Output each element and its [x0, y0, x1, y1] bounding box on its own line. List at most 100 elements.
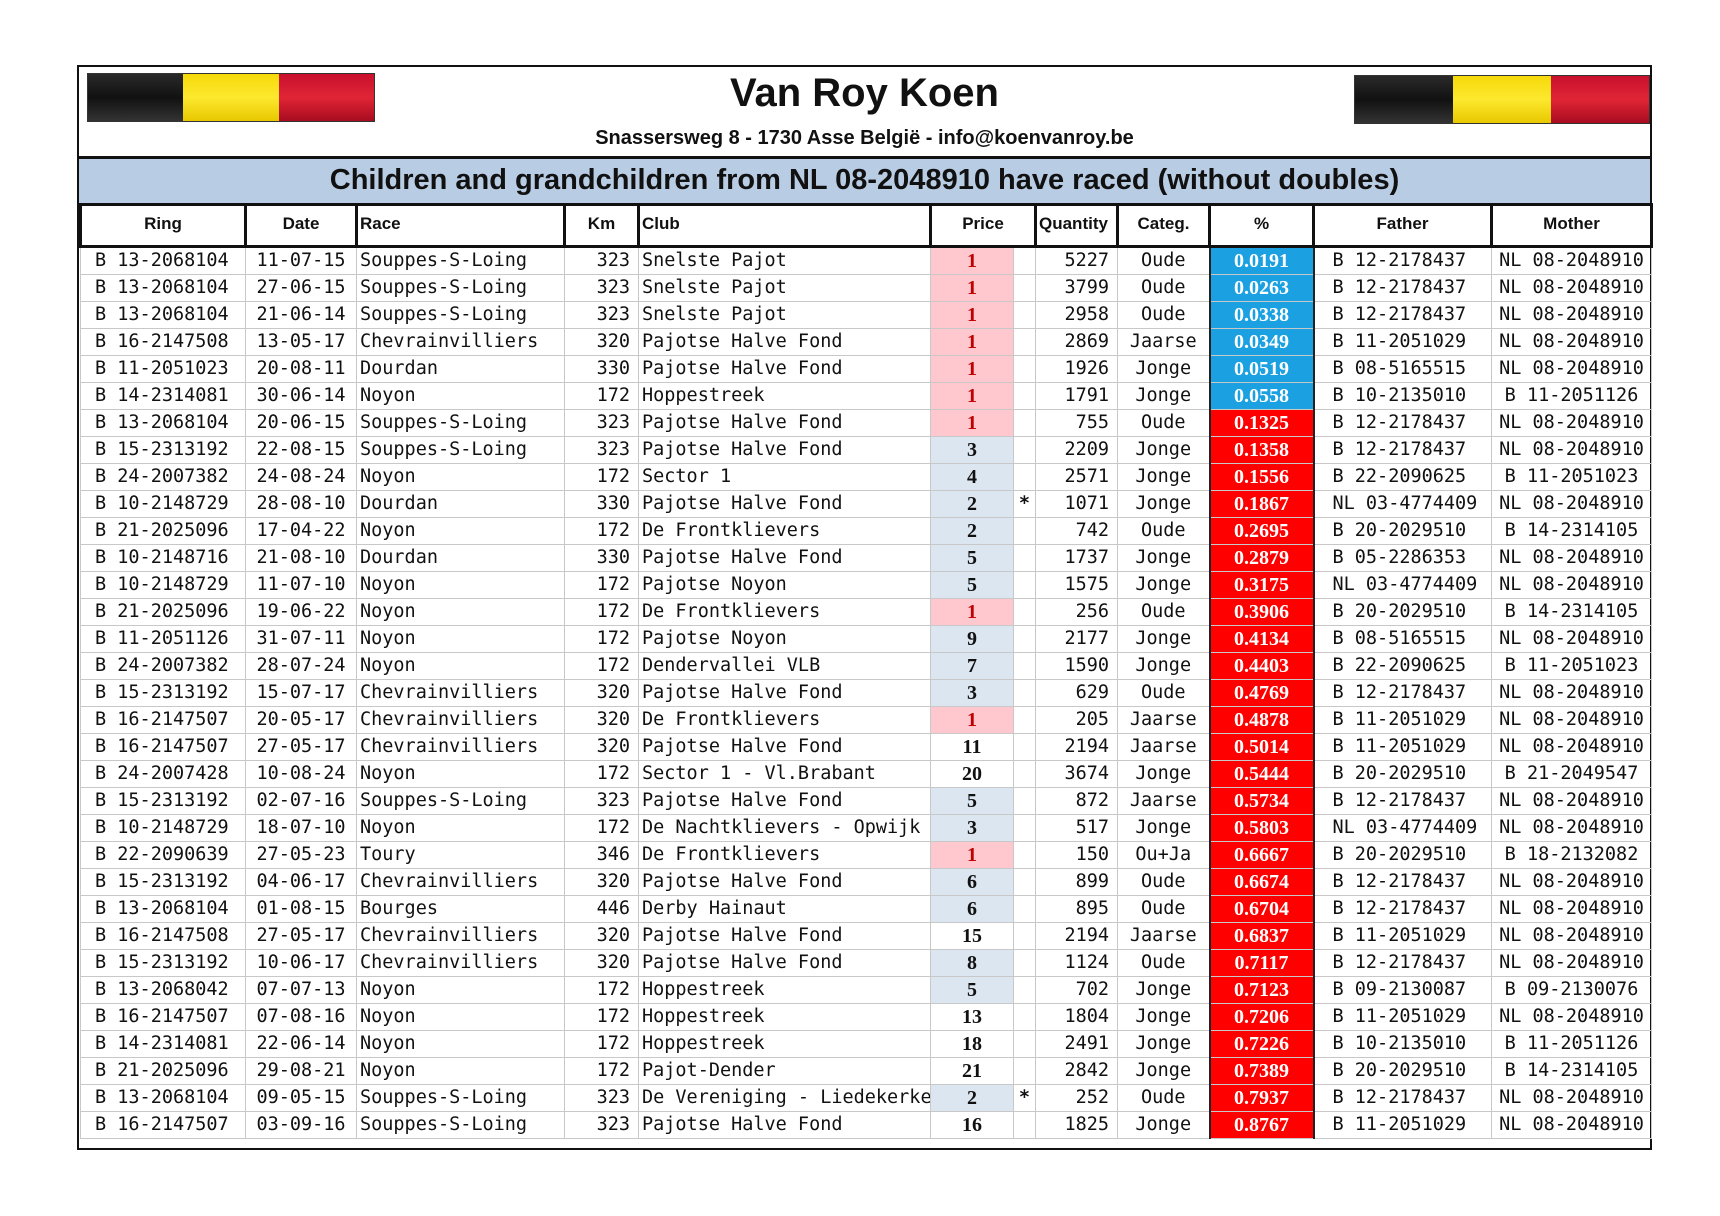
- cell-mother: B 11-2051023: [1491, 652, 1652, 680]
- cell-km: 172: [564, 1057, 639, 1085]
- col-categ[interactable]: Categ.: [1116, 203, 1211, 248]
- cell-father: B 12-2178437: [1313, 1084, 1492, 1112]
- col-km[interactable]: Km: [563, 203, 640, 248]
- cell-categ: Oude: [1117, 301, 1210, 329]
- col-date[interactable]: Date: [244, 203, 358, 248]
- cell-mother: NL 08-2048910: [1491, 328, 1652, 356]
- cell-date: 28-08-10: [245, 490, 357, 518]
- cell-date: 15-07-17: [245, 679, 357, 707]
- cell-quantity: 1071: [1035, 490, 1118, 518]
- cell-percent: 0.3906: [1208, 598, 1315, 626]
- col-club[interactable]: Club: [637, 203, 932, 248]
- cell-categ: Jonge: [1117, 571, 1210, 599]
- cell-ring: B 10-2148729: [80, 490, 246, 518]
- cell-race: Dourdan: [356, 355, 565, 383]
- cell-percent: 0.7117: [1208, 949, 1315, 977]
- col-race[interactable]: Race: [355, 203, 566, 248]
- cell-km: 172: [564, 976, 639, 1004]
- cell-star: [1013, 246, 1036, 275]
- cell-km: 172: [564, 760, 639, 788]
- cell-price: 5: [930, 976, 1014, 1004]
- cell-club: Pajotse Halve Fond: [638, 544, 931, 572]
- cell-ring: B 10-2148729: [80, 571, 246, 599]
- cell-mother: B 11-2051126: [1491, 1030, 1652, 1058]
- cell-quantity: 755: [1035, 409, 1118, 437]
- cell-quantity: 899: [1035, 868, 1118, 896]
- cell-percent: 0.1325: [1208, 409, 1315, 437]
- cell-race: Noyon: [356, 598, 565, 626]
- cell-ring: B 13-2068104: [80, 274, 246, 302]
- cell-star: [1013, 760, 1036, 788]
- cell-club: Sector 1: [638, 463, 931, 491]
- cell-date: 11-07-10: [245, 571, 357, 599]
- cell-mother: NL 08-2048910: [1491, 814, 1652, 842]
- cell-percent: 0.5444: [1208, 760, 1315, 788]
- table-row: B 16-2147507 20-05-17 Chevrainvilliers 320 D…: [80, 706, 1652, 734]
- cell-club: Pajotse Halve Fond: [638, 328, 931, 356]
- cell-mother: NL 08-2048910: [1491, 355, 1652, 383]
- cell-km: 320: [564, 706, 639, 734]
- cell-quantity: 1791: [1035, 382, 1118, 410]
- cell-star: [1013, 625, 1036, 653]
- cell-race: Noyon: [356, 517, 565, 545]
- cell-race: Souppes-S-Loing: [356, 409, 565, 437]
- cell-race: Chevrainvilliers: [356, 922, 565, 950]
- cell-mother: NL 08-2048910: [1491, 490, 1652, 518]
- table-row: B 11-2051023 20-08-11 Dourdan 330 Pajotse Ha…: [80, 355, 1652, 383]
- col-quantity[interactable]: Quantity: [1034, 203, 1119, 248]
- cell-father: B 22-2090625: [1313, 463, 1492, 491]
- cell-percent: 0.2695: [1208, 517, 1315, 545]
- cell-date: 20-06-15: [245, 409, 357, 437]
- cell-father: NL 03-4774409: [1313, 814, 1492, 842]
- cell-race: Chevrainvilliers: [356, 733, 565, 761]
- cell-percent: 0.1358: [1208, 436, 1315, 464]
- cell-father: B 11-2051029: [1313, 922, 1492, 950]
- cell-father: B 08-5165515: [1313, 625, 1492, 653]
- table-row: B 16-2147508 13-05-17 Chevrainvilliers 320 P…: [80, 328, 1652, 356]
- cell-categ: Oude: [1117, 517, 1210, 545]
- col-mother[interactable]: Mother: [1490, 203, 1653, 248]
- table-row: B 13-2068104 09-05-15 Souppes-S-Loing 323 De…: [80, 1084, 1652, 1112]
- cell-mother: NL 08-2048910: [1491, 733, 1652, 761]
- cell-club: Pajotse Noyon: [638, 571, 931, 599]
- cell-percent: 0.0263: [1208, 274, 1315, 302]
- cell-club: Pajotse Halve Fond: [638, 868, 931, 896]
- table-row: B 22-2090639 27-05-23 Toury 346 De Frontklie…: [80, 841, 1652, 869]
- cell-categ: Oude: [1117, 274, 1210, 302]
- col-percent[interactable]: %: [1208, 203, 1315, 248]
- cell-ring: B 15-2313192: [80, 868, 246, 896]
- cell-race: Noyon: [356, 625, 565, 653]
- cell-mother: B 11-2051126: [1491, 382, 1652, 410]
- col-father[interactable]: Father: [1312, 203, 1493, 248]
- cell-mother: NL 08-2048910: [1491, 706, 1652, 734]
- cell-km: 320: [564, 679, 639, 707]
- cell-mother: NL 08-2048910: [1491, 679, 1652, 707]
- cell-km: 330: [564, 544, 639, 572]
- cell-quantity: 2869: [1035, 328, 1118, 356]
- cell-club: Pajotse Halve Fond: [638, 1111, 931, 1139]
- col-ring[interactable]: Ring: [79, 203, 247, 248]
- cell-race: Toury: [356, 841, 565, 869]
- cell-quantity: 1124: [1035, 949, 1118, 977]
- address-line: Snassersweg 8 - 1730 Asse België - info@…: [595, 127, 1134, 149]
- cell-star: [1013, 868, 1036, 896]
- cell-race: Noyon: [356, 814, 565, 842]
- table-row: B 10-2148729 28-08-10 Dourdan 330 Pajotse Ha…: [80, 490, 1652, 518]
- cell-mother: NL 08-2048910: [1491, 949, 1652, 977]
- col-price[interactable]: Price: [929, 203, 1037, 248]
- table-row: B 13-2068104 27-06-15 Souppes-S-Loing 323 Sn…: [80, 274, 1652, 302]
- cell-ring: B 13-2068042: [80, 976, 246, 1004]
- cell-km: 172: [564, 1030, 639, 1058]
- cell-ring: B 16-2147507: [80, 733, 246, 761]
- cell-star: [1013, 652, 1036, 680]
- cell-categ: Jonge: [1117, 1003, 1210, 1031]
- header-row: Ring Date Race Km Club Price Quantity Ca…: [79, 203, 1653, 248]
- table-row: B 24-2007382 24-08-24 Noyon 172 Sector 1 4 257…: [80, 463, 1652, 491]
- cell-ring: B 21-2025096: [80, 598, 246, 626]
- cell-race: Souppes-S-Loing: [356, 436, 565, 464]
- cell-categ: Oude: [1117, 1084, 1210, 1112]
- cell-star: [1013, 895, 1036, 923]
- cell-km: 323: [564, 1111, 639, 1139]
- cell-price: 1: [930, 598, 1014, 626]
- cell-ring: B 16-2147507: [80, 706, 246, 734]
